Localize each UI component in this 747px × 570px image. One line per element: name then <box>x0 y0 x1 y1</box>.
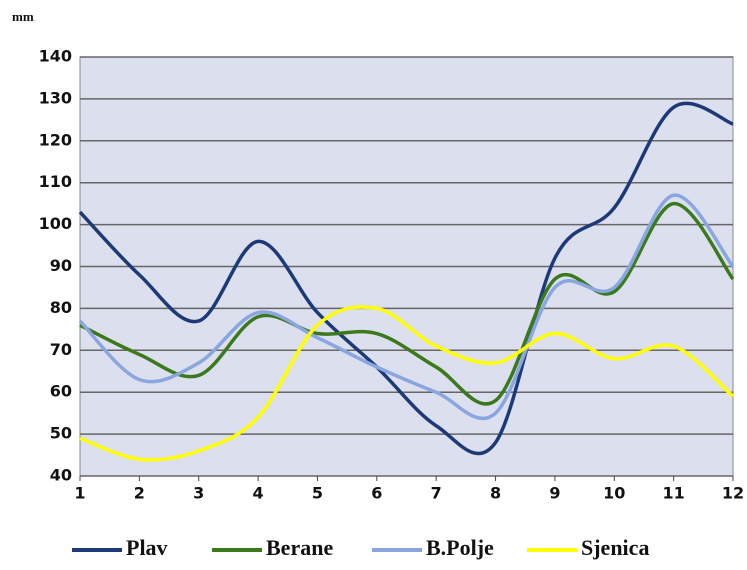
y-tick-label: 70 <box>50 340 72 359</box>
legend-label: Sjenica <box>581 535 649 560</box>
x-tick-label: 4 <box>253 484 264 503</box>
legend-label: Plav <box>126 535 168 560</box>
x-tick-label: 1 <box>74 484 85 503</box>
y-axis-label: mm <box>12 9 34 24</box>
y-tick-label: 80 <box>50 298 72 317</box>
y-tick-label: 120 <box>39 130 72 149</box>
x-tick-label: 10 <box>603 484 625 503</box>
x-tick-label: 7 <box>431 484 442 503</box>
y-tick-label: 50 <box>50 424 72 443</box>
legend-label: B.Polje <box>426 535 494 560</box>
y-tick-label: 140 <box>39 47 72 66</box>
y-tick-label: 40 <box>50 466 72 485</box>
x-tick-label: 8 <box>490 484 501 503</box>
y-tick-label: 100 <box>39 214 72 233</box>
series-line <box>78 101 734 456</box>
y-tick-label: 90 <box>50 256 72 275</box>
legend-label: Berane <box>266 535 333 560</box>
x-tick-label: 12 <box>722 484 744 503</box>
x-tick-label: 2 <box>134 484 145 503</box>
y-tick-label: 110 <box>39 172 72 191</box>
series-line <box>79 305 735 462</box>
series-line <box>78 193 735 421</box>
x-tick-label: 11 <box>663 484 685 503</box>
x-tick-label: 3 <box>193 484 204 503</box>
y-tick-label: 60 <box>50 382 72 401</box>
x-tick-label: 5 <box>312 484 323 503</box>
series-line <box>79 201 735 406</box>
x-tick-label: 6 <box>371 484 382 503</box>
y-tick-label: 130 <box>39 88 72 107</box>
x-tick-label: 9 <box>549 484 560 503</box>
